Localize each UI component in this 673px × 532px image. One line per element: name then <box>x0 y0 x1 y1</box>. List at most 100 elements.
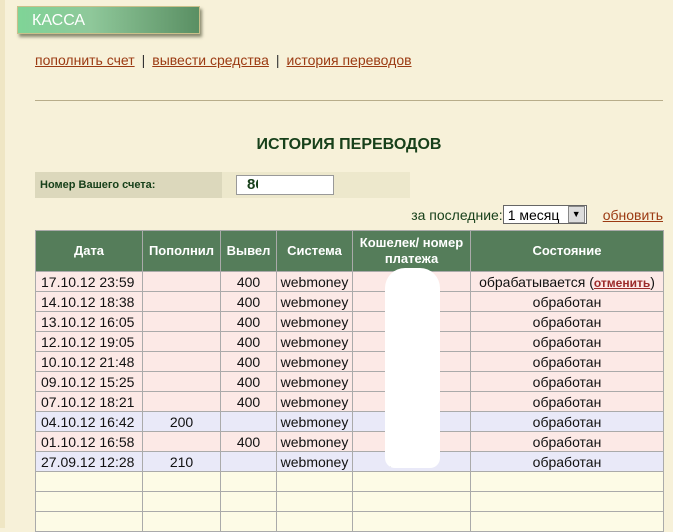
cell-status: обрабатывается (отменить) <box>470 271 664 292</box>
table-row: 10.10.12 21:48400webmoneyZ36 192обработа… <box>35 351 664 372</box>
cell-date: 13.10.12 16:05 <box>35 311 143 332</box>
divider <box>35 100 663 101</box>
empty-cell <box>35 511 143 532</box>
status-text: обработан <box>532 373 602 390</box>
cell-system: webmoney <box>276 391 353 412</box>
cell-date: 27.09.12 12:28 <box>35 451 143 472</box>
cell-deposited <box>142 271 221 292</box>
cell-withdrawn: 400 <box>220 351 277 372</box>
cell-withdrawn: 400 <box>220 431 277 452</box>
empty-cell <box>276 511 353 532</box>
table-row: 04.10.12 16:42200webmoneyZ36 192обработа… <box>35 411 664 432</box>
cell-withdrawn: 400 <box>220 331 277 352</box>
empty-cell <box>142 511 221 532</box>
cell-date: 09.10.12 15:25 <box>35 371 143 392</box>
link-deposit[interactable]: пополнить счет <box>35 52 135 68</box>
cell-date: 17.10.12 23:59 <box>35 271 143 292</box>
table-row: 01.10.12 16:58400webmoneyZ36 92обработан <box>35 431 664 452</box>
cell-system: webmoney <box>276 331 353 352</box>
status-text: обработан <box>532 393 602 410</box>
cell-withdrawn <box>220 411 277 432</box>
status-text: обработан <box>532 333 602 350</box>
cell-status: обработан <box>470 431 664 452</box>
status-text: ) <box>650 273 655 290</box>
status-text: обработан <box>532 313 602 330</box>
table-row: 12.10.12 19:05400webmoneyZ36 92обработан <box>35 331 664 352</box>
empty-cell <box>352 511 471 532</box>
cell-withdrawn <box>220 451 277 472</box>
col-withdrawn: Вывел <box>220 230 277 272</box>
cell-date: 04.10.12 16:42 <box>35 411 143 432</box>
separator: | <box>141 52 146 68</box>
cell-status: обработан <box>470 411 664 432</box>
empty-row <box>35 491 664 512</box>
nav-links: пополнить счет | вывести средства | история … <box>35 52 412 68</box>
col-status: Состояние <box>470 230 664 272</box>
cell-system: webmoney <box>276 451 353 472</box>
cell-withdrawn: 400 <box>220 271 277 292</box>
cancel-link[interactable]: отменить <box>593 275 651 290</box>
cell-status: обработан <box>470 451 664 472</box>
period-filter: за последние: 1 месяц ▼ обновить <box>411 205 663 224</box>
empty-cell <box>142 491 221 512</box>
status-text: обработан <box>532 453 602 470</box>
refresh-link[interactable]: обновить <box>602 206 663 223</box>
table-row: 27.09.12 12:28210webmoneyZ36 92обработан <box>35 451 664 472</box>
link-history[interactable]: история переводов <box>286 52 412 68</box>
cell-status: обработан <box>470 331 664 352</box>
col-deposited: Пополнил <box>142 230 221 272</box>
cell-deposited <box>142 351 221 372</box>
cell-deposited <box>142 391 221 412</box>
cell-system: webmoney <box>276 271 353 292</box>
empty-cell <box>220 491 277 512</box>
empty-cell <box>470 471 664 492</box>
redaction <box>258 176 308 194</box>
table-row: 17.10.12 23:59400webmoneyZ36 92обрабатыв… <box>35 271 664 292</box>
cell-date: 12.10.12 19:05 <box>35 331 143 352</box>
status-text: обработан <box>532 353 602 370</box>
empty-row <box>35 511 664 532</box>
cell-deposited <box>142 291 221 312</box>
empty-row <box>35 471 664 492</box>
table-row: 09.10.12 15:25400webmoneyZ36 192обработа… <box>35 371 664 392</box>
cell-system: webmoney <box>276 431 353 452</box>
cell-deposited <box>142 371 221 392</box>
status-text: обработан <box>532 433 602 450</box>
cell-status: обработан <box>470 391 664 412</box>
redaction <box>385 268 440 468</box>
cell-withdrawn: 400 <box>220 291 277 312</box>
chevron-down-icon[interactable]: ▼ <box>567 206 585 223</box>
empty-cell <box>35 471 143 492</box>
empty-cell <box>470 511 664 532</box>
separator: | <box>275 52 280 68</box>
table-row: 14.10.12 18:38400webmoneyZ36 92обработан <box>35 291 664 312</box>
cell-deposited <box>142 331 221 352</box>
empty-cell <box>470 491 664 512</box>
cell-system: webmoney <box>276 411 353 432</box>
period-selected: 1 месяц <box>507 206 560 223</box>
cell-date: 01.10.12 16:58 <box>35 431 143 452</box>
page-edge <box>0 0 5 528</box>
status-text: обрабатывается ( <box>479 273 594 290</box>
status-text: обработан <box>532 293 602 310</box>
link-withdraw[interactable]: вывести средства <box>152 52 269 68</box>
period-label: за последние: <box>411 206 503 223</box>
account-label: Номер Вашего счета: <box>35 172 222 198</box>
table-row: 13.10.12 16:05400webmoneyZ36 92обработан <box>35 311 664 332</box>
cell-system: webmoney <box>276 291 353 312</box>
cell-withdrawn: 400 <box>220 391 277 412</box>
period-select[interactable]: 1 месяц ▼ <box>502 205 587 224</box>
cell-status: обработан <box>470 351 664 372</box>
cell-status: обработан <box>470 311 664 332</box>
empty-cell <box>35 491 143 512</box>
cell-deposited: 210 <box>142 451 221 472</box>
empty-cell <box>276 491 353 512</box>
col-date: Дата <box>35 230 143 272</box>
kassa-tab[interactable]: КАССА <box>17 6 200 34</box>
cell-deposited <box>142 431 221 452</box>
cell-deposited <box>142 311 221 332</box>
empty-cell <box>276 471 353 492</box>
cell-date: 14.10.12 18:38 <box>35 291 143 312</box>
empty-cell <box>220 471 277 492</box>
cell-date: 10.10.12 21:48 <box>35 351 143 372</box>
